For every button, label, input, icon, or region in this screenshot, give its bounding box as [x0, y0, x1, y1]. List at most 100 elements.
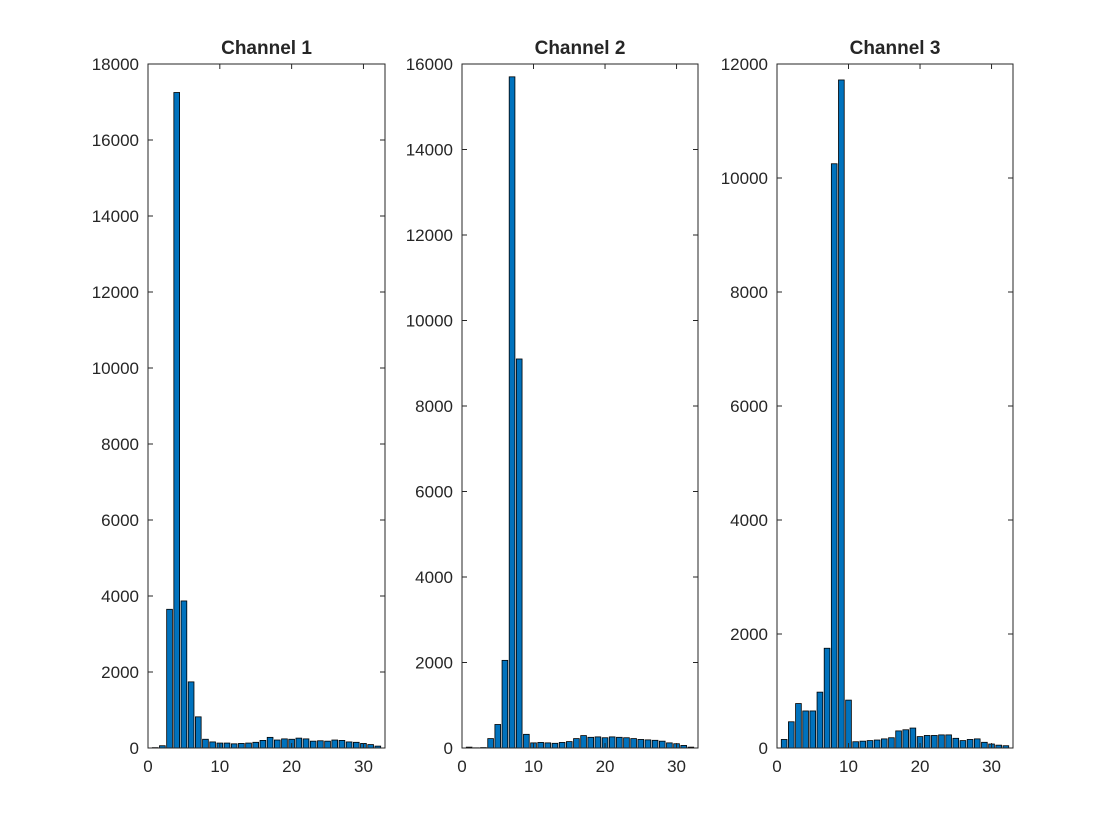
bar	[338, 740, 346, 749]
bar	[981, 741, 988, 749]
bar	[809, 710, 817, 749]
bar	[630, 738, 637, 749]
y-tick-label: 6000	[730, 397, 768, 416]
bar	[173, 92, 181, 749]
bar	[324, 740, 331, 749]
bar	[367, 744, 374, 749]
bar	[494, 724, 502, 749]
bar	[945, 734, 952, 749]
bar	[515, 358, 523, 749]
bar	[544, 742, 552, 749]
bar	[259, 740, 267, 749]
bar	[345, 741, 353, 749]
y-tick-label: 16000	[406, 55, 453, 74]
subplot-channel-1: 0 10 20 30 0 2000 4000 6000 8000 10000 12000 14000 1…	[92, 38, 386, 776]
bar	[788, 721, 795, 749]
bar	[587, 736, 594, 749]
bar	[795, 703, 802, 749]
plot-area	[462, 64, 698, 748]
bar	[816, 691, 824, 749]
bar	[317, 740, 324, 749]
bar	[281, 738, 288, 749]
y-tick-label: 2000	[101, 663, 139, 682]
y-tick-label: 4000	[730, 511, 768, 530]
y-tick-label: 10000	[92, 359, 139, 378]
chart-title: Channel 3	[850, 38, 941, 59]
bar	[938, 734, 945, 749]
y-tick-label: 14000	[92, 207, 139, 226]
bar	[666, 742, 673, 749]
y-tick-label: 6000	[101, 511, 139, 530]
y-tick-label: 8000	[101, 435, 139, 454]
bar	[202, 738, 209, 749]
chart-title: Channel 1	[221, 38, 312, 59]
bar	[852, 741, 859, 749]
bar	[566, 741, 573, 749]
bar	[780, 739, 788, 749]
x-tick-label: 10	[839, 757, 858, 776]
y-tick-label: 14000	[406, 141, 453, 160]
bar	[180, 600, 188, 749]
y-tick-label: 8000	[415, 397, 453, 416]
bar	[487, 738, 494, 749]
bar	[909, 727, 917, 749]
x-tick-label: 10	[524, 757, 543, 776]
x-tick-label: 10	[210, 757, 229, 776]
y-tick-label: 10000	[721, 169, 768, 188]
plot-area	[777, 64, 1013, 748]
y-tick-label: 4000	[101, 587, 139, 606]
bar	[973, 738, 981, 749]
bar	[166, 608, 173, 749]
y-tick-label: 2000	[730, 625, 768, 644]
x-tick-label: 0	[457, 757, 466, 776]
bar	[888, 737, 895, 749]
x-tick-label: 0	[143, 757, 152, 776]
bar	[931, 735, 938, 749]
bar	[902, 729, 909, 749]
x-tick-label: 20	[596, 757, 615, 776]
bar	[866, 740, 874, 749]
bar	[881, 738, 888, 749]
y-tick-label: 0	[444, 739, 453, 758]
y-tick-label: 18000	[92, 55, 139, 74]
bar	[187, 681, 195, 749]
bar	[295, 737, 303, 749]
bar	[830, 163, 838, 749]
y-tick-label: 12000	[721, 55, 768, 74]
bar	[845, 699, 852, 749]
y-tick-label: 12000	[92, 283, 139, 302]
x-tick-label: 30	[354, 757, 373, 776]
bar	[230, 743, 238, 749]
y-tick-label: 16000	[92, 131, 139, 150]
bar	[823, 647, 831, 749]
bar	[608, 736, 616, 749]
bar	[238, 743, 245, 749]
bar	[352, 741, 360, 749]
bar	[252, 741, 260, 749]
plot-area	[148, 64, 385, 748]
bar	[651, 739, 659, 749]
x-tick-label: 30	[982, 757, 1001, 776]
bar	[508, 76, 516, 749]
x-tick-label: 20	[282, 757, 301, 776]
bar	[580, 735, 587, 749]
bar	[573, 738, 580, 749]
axes-box	[147, 63, 386, 749]
bar	[637, 739, 645, 749]
x-tick-label: 0	[772, 757, 781, 776]
bar	[266, 736, 274, 749]
bar	[873, 739, 881, 749]
bar	[616, 736, 623, 749]
y-tick-label: 2000	[415, 654, 453, 673]
y-tick-label: 8000	[730, 283, 768, 302]
bar	[302, 738, 310, 749]
y-tick-label: 12000	[406, 226, 453, 245]
bar	[537, 742, 544, 749]
bar	[658, 740, 666, 749]
bar	[802, 710, 809, 749]
bar	[273, 739, 281, 749]
bar	[551, 742, 559, 749]
bar	[923, 735, 931, 749]
bar	[895, 730, 902, 749]
